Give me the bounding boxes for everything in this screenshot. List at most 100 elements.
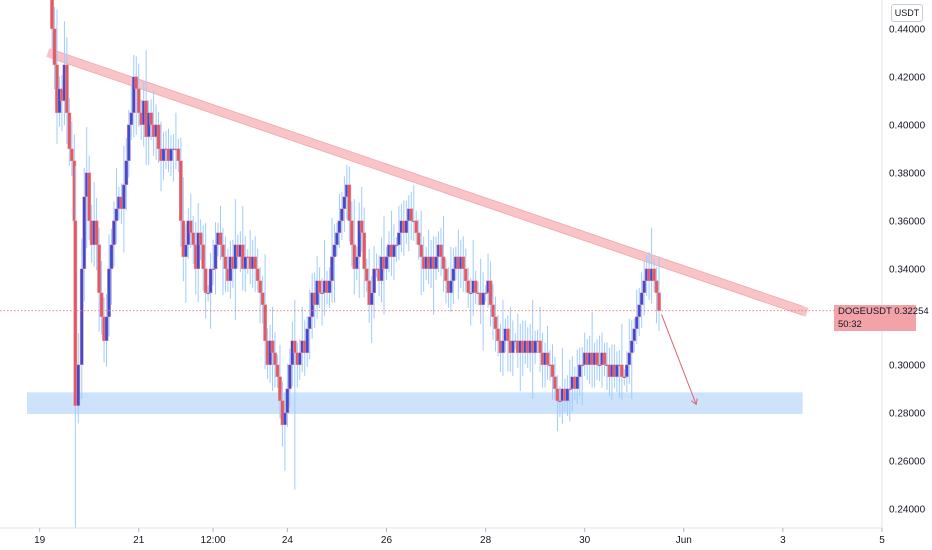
candle-down xyxy=(275,364,280,378)
candle-up xyxy=(642,280,647,294)
candle-down xyxy=(362,232,367,270)
candle-down xyxy=(602,352,607,366)
candle-up xyxy=(567,388,572,391)
time-axis[interactable]: 19 21 12:00 24 26 28 30 Jun 3 5 xyxy=(34,528,885,546)
candle-up xyxy=(126,124,131,162)
price-tick-label: 0.38000 xyxy=(889,168,926,179)
candle-down xyxy=(94,220,99,246)
candle-down xyxy=(198,232,203,246)
candle-up xyxy=(131,76,136,114)
candle-up xyxy=(629,340,634,354)
candle-up xyxy=(384,256,389,270)
candle-up xyxy=(213,244,218,270)
candle-down xyxy=(156,124,161,150)
time-tick-label: 24 xyxy=(282,535,294,546)
candle-up xyxy=(449,280,453,294)
candle-down xyxy=(223,256,228,270)
candle-up xyxy=(397,232,401,246)
candle-up xyxy=(481,292,485,306)
candle-up xyxy=(107,268,111,318)
candle-down xyxy=(419,244,424,258)
candle-up xyxy=(340,208,344,222)
trendline-band xyxy=(46,48,809,317)
candle-down xyxy=(317,280,322,294)
price-tick-label: 0.42000 xyxy=(889,72,926,83)
candle-up xyxy=(468,292,473,295)
candle-down xyxy=(260,292,265,306)
price-axis[interactable]: 0.44000 0.42000 0.40000 0.38000 0.36000 0.340… xyxy=(889,24,926,515)
candle-up xyxy=(169,148,173,162)
last-price-badge: DOGEUSDT 0.32254 50:32 xyxy=(834,305,929,331)
candle-down xyxy=(52,28,57,66)
candle-up xyxy=(404,220,409,234)
candle-down xyxy=(218,232,223,246)
projection-arrow xyxy=(661,314,697,405)
candle-down xyxy=(595,352,599,366)
candle-down xyxy=(444,268,448,282)
candle-down xyxy=(538,340,542,354)
candle-down xyxy=(73,220,78,406)
candle-up xyxy=(533,340,537,354)
candle-up xyxy=(206,292,210,295)
candle-up xyxy=(451,268,456,282)
candle-down xyxy=(97,244,101,294)
candle-up xyxy=(357,220,362,258)
projection-arrow-head xyxy=(691,398,698,406)
candle-up xyxy=(580,364,585,367)
candle-up xyxy=(342,196,347,210)
candle-down xyxy=(620,364,624,378)
candle-down xyxy=(364,268,369,282)
support-zone xyxy=(27,392,803,414)
candle-down xyxy=(253,256,258,270)
candle-up xyxy=(434,256,438,270)
candle-up xyxy=(634,316,639,330)
candle-down xyxy=(359,220,364,234)
time-tick-label: 26 xyxy=(381,535,393,546)
candle-down xyxy=(545,352,550,366)
candle-down xyxy=(463,268,468,282)
price-tick-label: 0.36000 xyxy=(889,216,926,227)
candle-down xyxy=(99,292,104,318)
candle-down xyxy=(506,328,510,342)
price-tick-label: 0.28000 xyxy=(889,408,926,419)
candle-down xyxy=(87,172,92,222)
candle-up xyxy=(627,352,632,366)
candle-up xyxy=(79,268,84,366)
candle-up xyxy=(122,184,126,210)
candle-up xyxy=(337,220,342,234)
candle-up xyxy=(622,376,627,379)
candle-down xyxy=(149,112,153,126)
trendline-lower-edge xyxy=(51,58,803,316)
candle-down xyxy=(258,280,262,294)
time-tick-label: 30 xyxy=(579,535,591,546)
candle-down xyxy=(439,244,443,258)
candle-down xyxy=(203,268,208,294)
candle-down xyxy=(473,280,478,294)
candle-down xyxy=(181,220,186,258)
candle-up xyxy=(483,292,488,295)
price-tick-label: 0.34000 xyxy=(889,264,926,275)
candle-down xyxy=(496,328,500,342)
candle-down xyxy=(176,148,181,162)
candle-up xyxy=(501,340,505,354)
last-price-value: 0.32254 xyxy=(894,306,929,317)
drawing-layer xyxy=(27,48,809,414)
candle-up xyxy=(565,388,570,402)
candle-up xyxy=(369,292,374,306)
currency-label[interactable]: USDT xyxy=(891,4,923,22)
candle-down xyxy=(263,304,267,342)
candle-down xyxy=(278,376,282,402)
candle-up xyxy=(124,160,129,186)
candle-down xyxy=(69,148,74,162)
candle-down xyxy=(349,220,354,246)
candle-up xyxy=(624,364,629,378)
candle-down xyxy=(273,352,277,366)
symbol-label: DOGEUSDT xyxy=(838,306,892,317)
candle-down xyxy=(409,208,414,222)
candle-up xyxy=(307,316,312,330)
candle-down xyxy=(553,376,557,390)
candle-up xyxy=(104,316,109,342)
annotation-layer xyxy=(0,310,834,406)
candle-up xyxy=(394,244,399,247)
